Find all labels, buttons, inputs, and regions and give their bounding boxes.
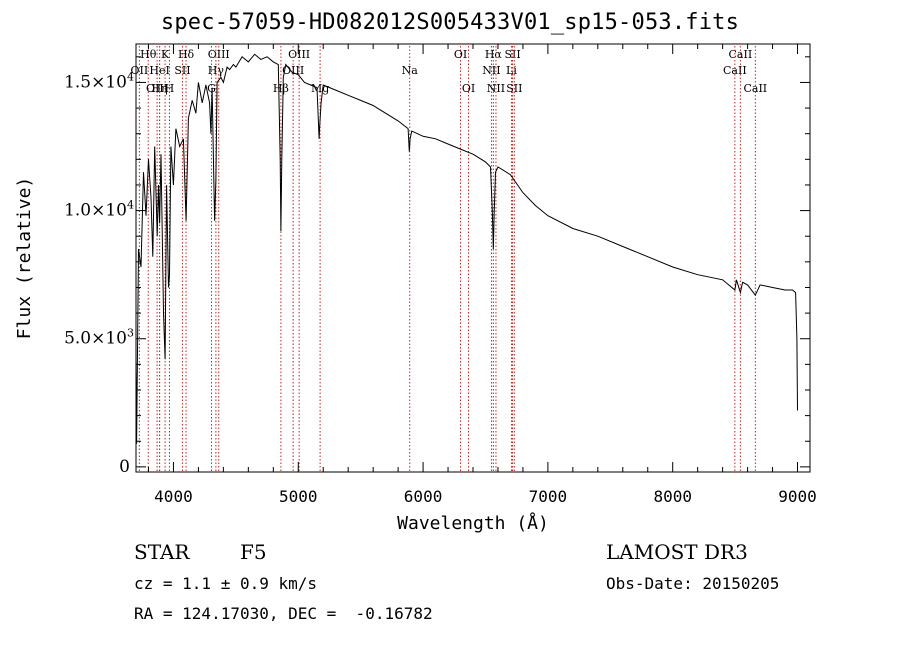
line-marker-label-27: CaII <box>743 82 767 95</box>
line-marker-label-14: Hβ <box>273 82 289 95</box>
x-tick-label-9000: 9000 <box>778 487 817 506</box>
object-class: STAR <box>134 540 190 564</box>
line-marker-label-8: Hδ <box>178 48 195 61</box>
observation-date: Obs-Date: 20150205 <box>606 574 780 593</box>
line-marker-label-15: Mg <box>311 82 329 95</box>
y-tick-label-5000: 5.0×103 <box>64 327 134 349</box>
line-marker-label-6: SII <box>174 64 190 77</box>
line-marker-label-18: OI <box>462 82 475 95</box>
line-marker-label-19: Hα <box>485 48 503 61</box>
line-marker-label-24: SII <box>506 82 522 95</box>
line-marker-label-4: K <box>161 48 170 61</box>
y-tick-label-15000: 1.5×104 <box>64 70 134 92</box>
line-marker-label-22: SII <box>504 48 520 61</box>
line-marker-label-7: H <box>165 82 175 95</box>
sky-coordinates: RA = 124.17030, DEC = -0.16782 <box>134 604 433 623</box>
line-marker-label-10: Hγ <box>208 64 225 77</box>
line-marker-label-17: OI <box>454 48 467 61</box>
survey-name: LAMOST DR3 <box>606 540 748 564</box>
line-marker-label-5: HeI <box>149 64 169 77</box>
chart-title: spec-57059-HD082012S005433V01_sp15-053.f… <box>160 10 740 35</box>
y-tick-label-0: 0 <box>119 457 130 477</box>
plot-frame <box>135 43 811 473</box>
line-marker-label-9: OIII <box>208 48 230 61</box>
x-tick-label-8000: 8000 <box>653 487 692 506</box>
line-marker-label-1: OII <box>131 64 149 77</box>
x-tick-label-4000: 4000 <box>154 487 193 506</box>
line-marker-label-16: Na <box>402 64 419 77</box>
spectrum-line <box>135 53 798 444</box>
spectral-subclass: F5 <box>240 540 267 564</box>
x-tick-label-5000: 5000 <box>279 487 318 506</box>
line-marker-label-26: CaII <box>723 64 747 77</box>
line-marker-label-25: CaII <box>729 48 753 61</box>
x-axis-title: Wavelength (Å) <box>397 512 549 534</box>
line-marker-label-20: NII <box>482 64 500 77</box>
line-marker-label-2: OIII <box>146 82 168 95</box>
x-tick-label-6000: 6000 <box>404 487 443 506</box>
line-marker-label-11: G <box>207 82 216 95</box>
line-marker-label-21: NII <box>487 82 505 95</box>
y-axis-title: Flux (relative) <box>14 177 35 340</box>
x-tick-label-7000: 7000 <box>529 487 568 506</box>
line-marker-label-0: Hθ <box>140 48 157 61</box>
redshift-velocity: cz = 1.1 ± 0.9 km/s <box>134 574 318 593</box>
y-tick-label-10000: 1.0×104 <box>64 199 134 221</box>
line-marker-label-23: Li <box>506 64 517 77</box>
line-marker-label-12: OIII <box>288 48 310 61</box>
